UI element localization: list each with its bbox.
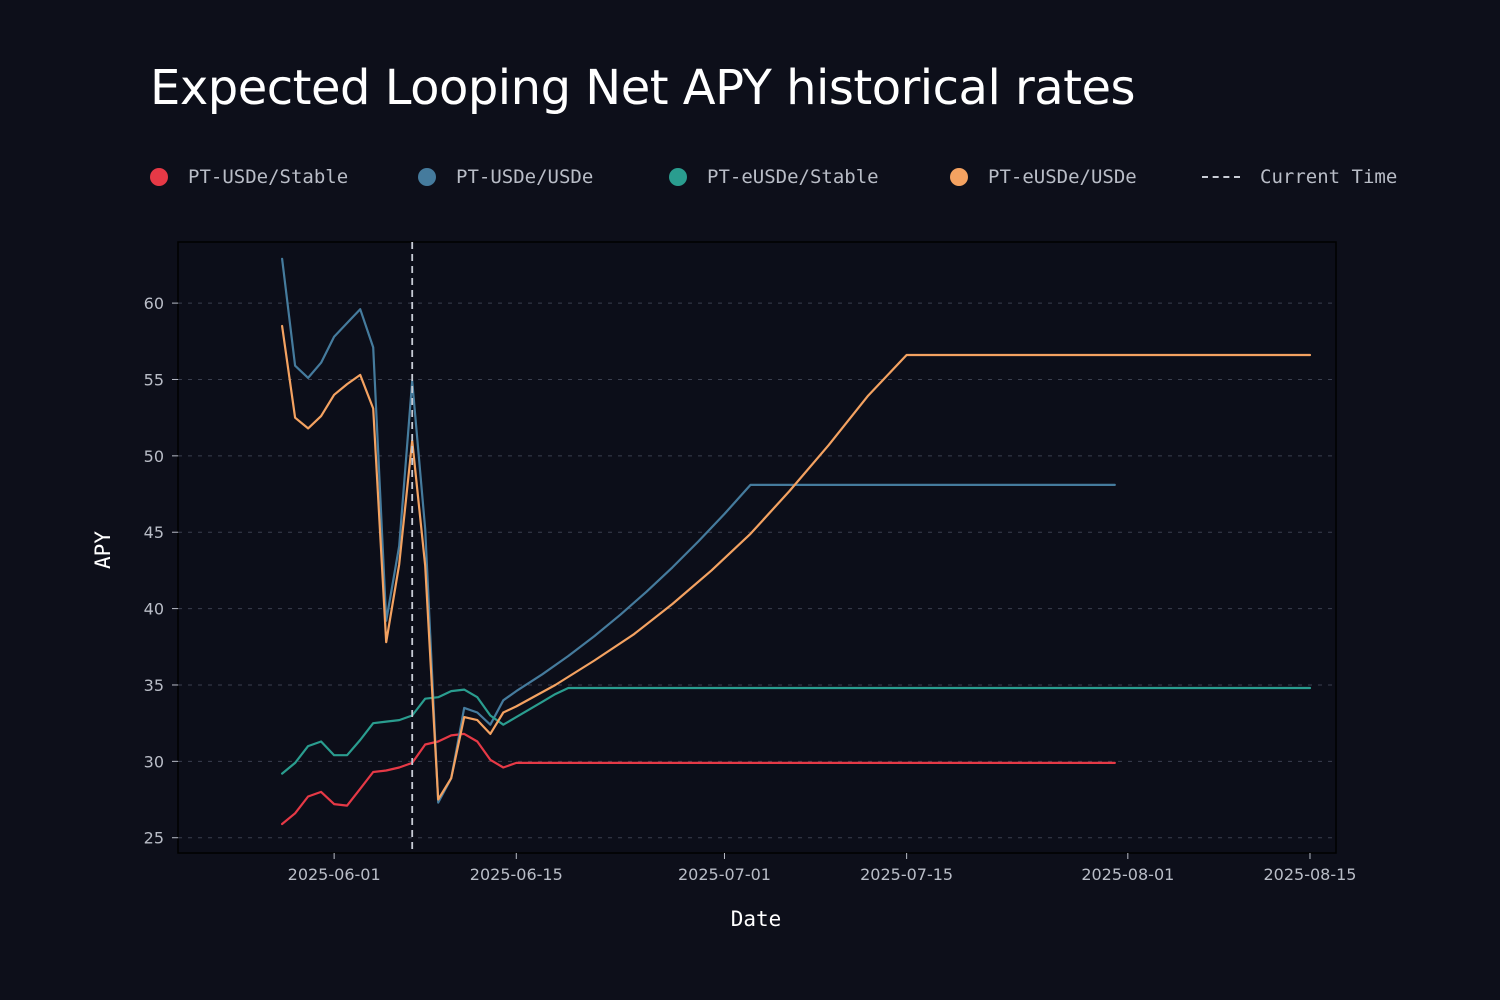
x-tick-label-2025-07-15: 2025-07-15 <box>860 865 953 884</box>
legend-marker-pt-eusde-stable <box>669 168 687 186</box>
axes: 25 30 35 40 45 50 55 60 2025-06-01 2025-06-15 2025… <box>144 294 1357 884</box>
y-tick-label-40: 40 <box>144 600 164 619</box>
y-tick-label-45: 45 <box>144 523 164 542</box>
legend-marker-pt-eusde-usde <box>950 168 968 186</box>
legend-item-pt-usde-stable: PT-USDe/Stable <box>150 160 348 194</box>
y-tick-label-60: 60 <box>144 294 164 313</box>
series-lines <box>281 257 1312 826</box>
grid-lines <box>178 302 1336 839</box>
y-tick-label-50: 50 <box>144 447 164 466</box>
legend-marker-pt-usde-stable <box>150 168 168 186</box>
y-tick-label-30: 30 <box>144 752 164 771</box>
series-line-pt-usde-usde <box>281 257 1116 804</box>
legend-item-pt-usde-usde: PT-USDe/USDe <box>418 160 593 194</box>
legend-label-pt-eusde-stable: PT-eUSDe/Stable <box>707 166 879 188</box>
x-tick-label-2025-08-01: 2025-08-01 <box>1081 865 1174 884</box>
y-tick-label-35: 35 <box>144 676 164 695</box>
chart-title: Expected Looping Net APY historical rate… <box>150 60 1136 116</box>
legend-label-pt-usde-stable: PT-USDe/Stable <box>188 166 349 188</box>
legend-marker-current-time <box>1202 176 1240 178</box>
x-tick-label-2025-08-15: 2025-08-15 <box>1263 865 1356 884</box>
y-tick-label-25: 25 <box>144 829 164 848</box>
legend-marker-pt-usde-usde <box>418 168 436 186</box>
x-tick-label-2025-06-01: 2025-06-01 <box>288 865 381 884</box>
legend-item-pt-eusde-stable: PT-eUSDe/Stable <box>669 160 879 194</box>
legend-label-pt-usde-usde: PT-USDe/USDe <box>456 166 594 188</box>
legend-label-pt-eusde-usde: PT-eUSDe/USDe <box>988 166 1137 188</box>
x-tick-label-2025-06-15: 2025-06-15 <box>470 865 563 884</box>
y-tick-label-55: 55 <box>144 370 164 389</box>
x-axis-label: Date <box>731 907 782 931</box>
legend: PT-USDe/Stable PT-USDe/USDe PT-eUSDe/Sta… <box>0 160 1500 194</box>
x-tick-label-2025-07-01: 2025-07-01 <box>678 865 771 884</box>
y-axis-label: APY <box>91 531 115 569</box>
legend-item-current-time: Current Time <box>1202 160 1397 194</box>
legend-item-pt-eusde-usde: PT-eUSDe/USDe <box>950 160 1137 194</box>
series-line-pt-eusde-usde <box>281 324 1312 801</box>
legend-label-current-time: Current Time <box>1260 166 1398 188</box>
